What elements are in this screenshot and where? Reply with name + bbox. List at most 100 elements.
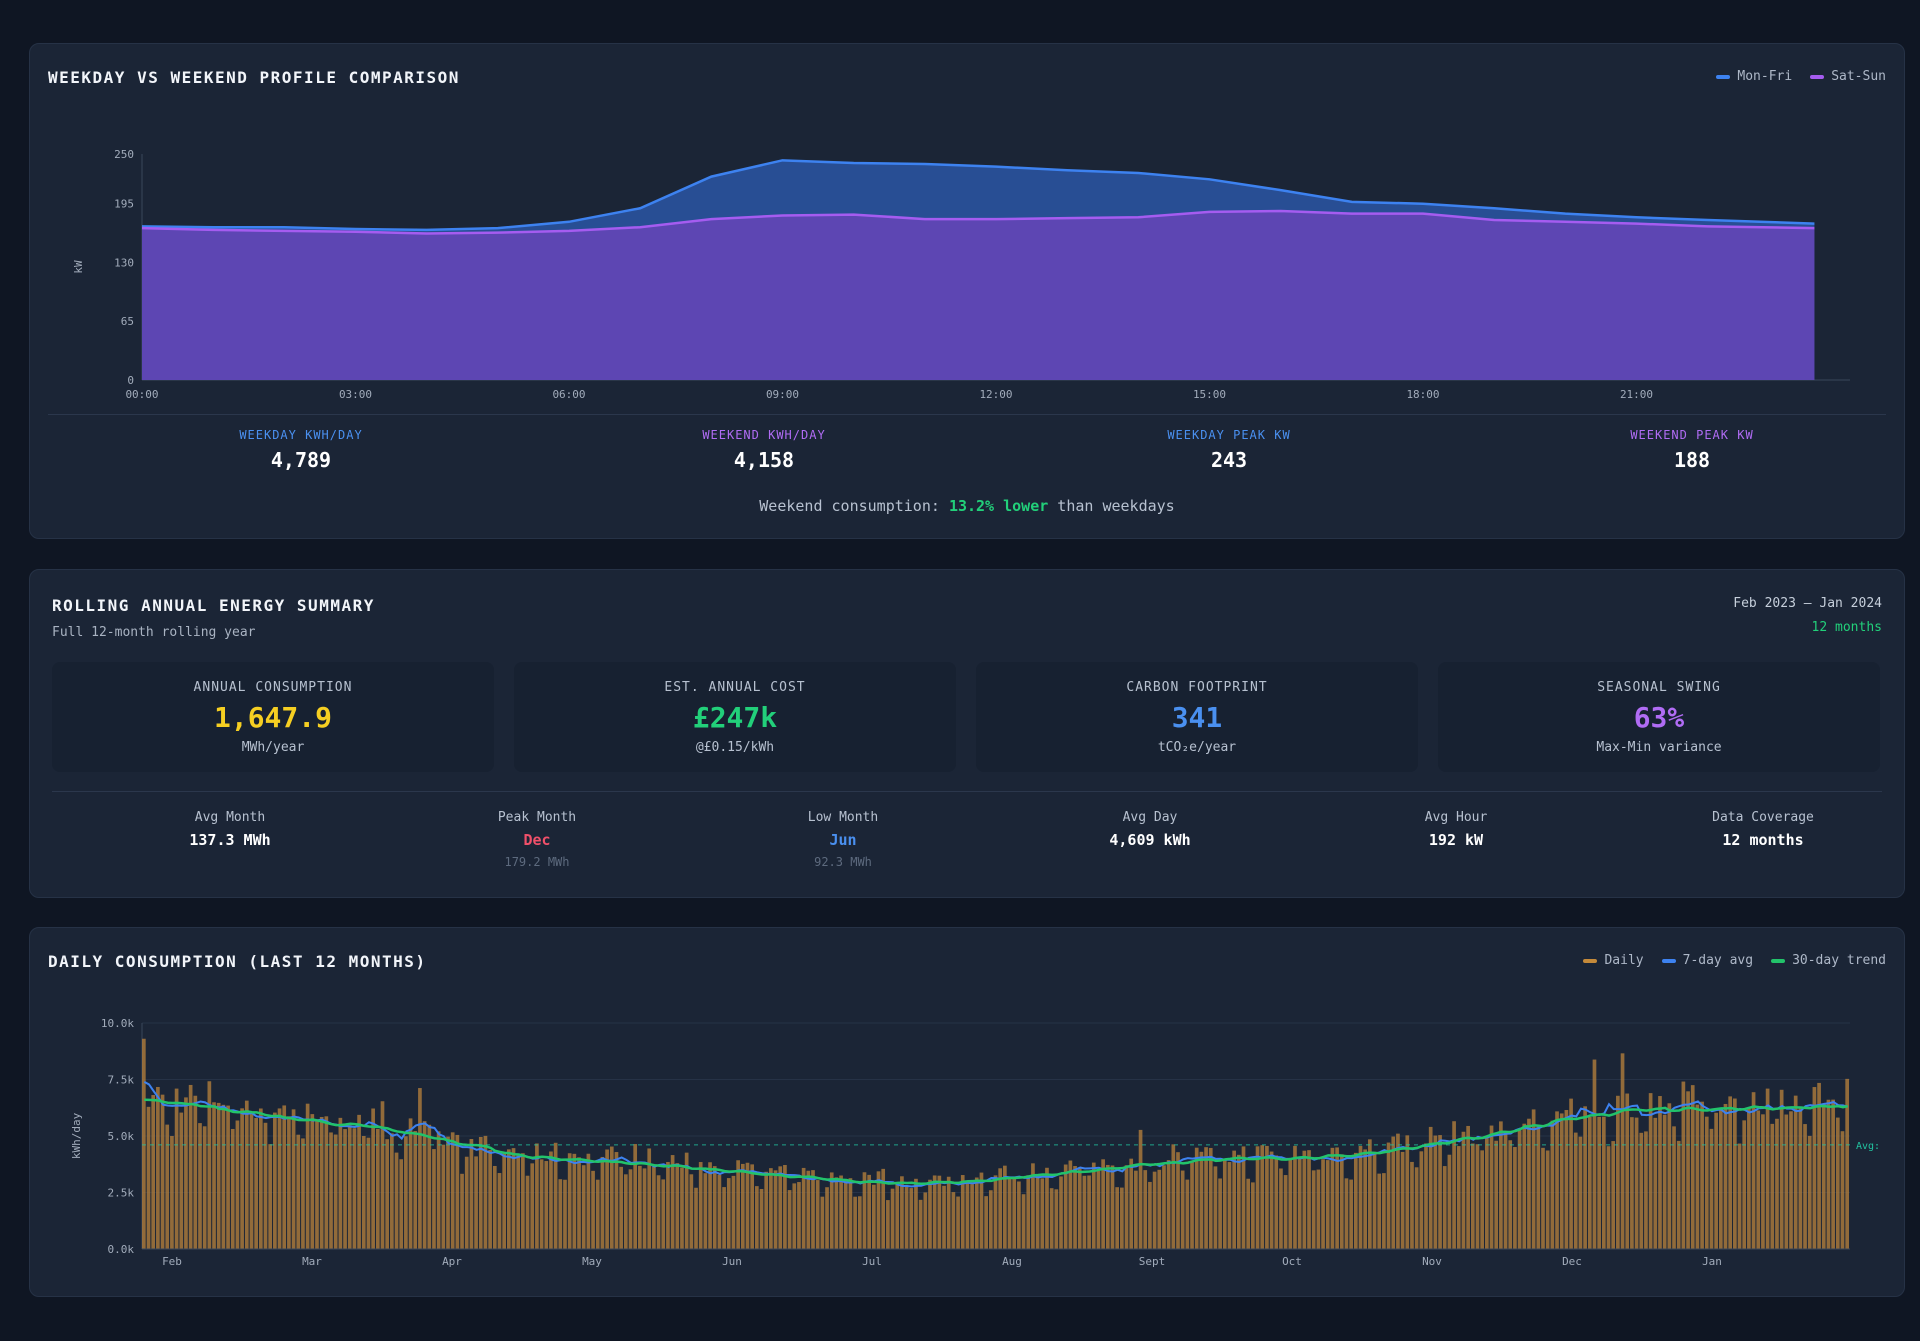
daily-bar (895, 1184, 900, 1249)
daily-bar (1756, 1110, 1761, 1249)
daily-bar (1821, 1104, 1826, 1249)
daily-bar (563, 1179, 567, 1249)
legend-item-30day[interactable]: 30-day trend (1771, 953, 1886, 968)
y-tick-label: 0.0k (108, 1243, 135, 1256)
daily-bar (427, 1124, 432, 1249)
daily-bar (661, 1179, 666, 1249)
mini-sub: 179.2 MWh (504, 855, 570, 869)
legend-item-mon-fri[interactable]: Mon-Fri (1716, 69, 1792, 84)
daily-bar (1129, 1158, 1134, 1249)
daily-bar (1527, 1118, 1531, 1249)
y-axis-label: kWh/day (70, 1112, 83, 1159)
daily-bar (1134, 1170, 1138, 1249)
daily-bar (432, 1149, 436, 1249)
daily-bar (572, 1153, 577, 1249)
mini-label: Data Coverage (1712, 810, 1814, 825)
daily-bar (928, 1179, 932, 1249)
daily-bar (1630, 1117, 1634, 1249)
daily-bar (1700, 1101, 1704, 1249)
daily-bar (1040, 1178, 1045, 1249)
daily-bar (1578, 1136, 1583, 1249)
daily-bar (394, 1152, 399, 1249)
daily-bar (979, 1172, 984, 1249)
month-tick-label: Jun (722, 1255, 742, 1268)
daily-bar (1017, 1181, 1021, 1249)
mini-low-month: Low Month Jun 92.3 MWh (693, 810, 993, 869)
mini-label: Peak Month (497, 810, 577, 825)
daily-bar (1199, 1151, 1204, 1249)
daily-bar (1531, 1109, 1536, 1249)
daily-bar (310, 1114, 315, 1249)
daily-bar (1597, 1116, 1601, 1249)
daily-bar (1218, 1178, 1222, 1249)
daily-bar (1644, 1131, 1648, 1249)
daily-bar (1648, 1093, 1653, 1249)
daily-bar (1817, 1082, 1821, 1249)
daily-bar (1031, 1163, 1035, 1249)
daily-bar (1157, 1169, 1162, 1249)
daily-bar (1779, 1089, 1784, 1249)
daily-bar (628, 1169, 633, 1249)
daily-bar (1765, 1088, 1770, 1249)
daily-bar (740, 1163, 745, 1249)
daily-bar (521, 1153, 525, 1249)
kpi-label: ANNUAL CONSUMPTION (193, 680, 353, 695)
daily-bar (867, 1174, 871, 1249)
daily-bar (890, 1188, 895, 1249)
y-tick-label: 0 (127, 374, 134, 387)
kpi-carbon-footprint: CARBON FOOTPRINT 341 tCO₂e/year (976, 662, 1418, 772)
daily-bar (1302, 1150, 1307, 1249)
daily-bar (535, 1143, 539, 1249)
legend-item-7day[interactable]: 7-day avg (1661, 953, 1753, 968)
daily-bar (1447, 1154, 1452, 1249)
daily-bar (942, 1185, 946, 1249)
daily-bar (1152, 1171, 1157, 1249)
weekend-comparison-note: Weekend consumption: 13.2% lower than we… (30, 497, 1904, 515)
daily-bar (1274, 1155, 1279, 1249)
profile-panel: WEEKDAY VS WEEKEND PROFILE COMPARISON Mo… (29, 43, 1905, 539)
mini-sub: 92.3 MWh (814, 855, 872, 869)
daily-bar (656, 1175, 661, 1249)
daily-bar (1686, 1091, 1690, 1249)
daily-bar (1424, 1143, 1428, 1249)
stat-weekend-peak: WEEKEND PEAK KW 188 (1542, 428, 1842, 472)
daily-bar (1761, 1114, 1765, 1249)
daily-bar (1316, 1169, 1321, 1249)
kpi-value: £247k (692, 701, 778, 734)
daily-bar (1485, 1136, 1489, 1249)
profile-chart: 0 65 130 195 250 00:00 03:00 06:00 09:00 12:00 15:… (72, 148, 1850, 401)
y-tick-label: 10.0k (101, 1017, 134, 1030)
daily-bar (937, 1175, 942, 1249)
daily-bar (717, 1174, 722, 1249)
kpi-value: 341 (1171, 701, 1223, 734)
daily-bar (1391, 1136, 1396, 1249)
daily-bar (614, 1152, 619, 1249)
legend-item-sat-sun[interactable]: Sat-Sun (1810, 69, 1886, 84)
daily-panel: DAILY CONSUMPTION (LAST 12 MONTHS) Daily… (29, 927, 1905, 1297)
daily-bar (305, 1103, 310, 1249)
daily-bar (1330, 1147, 1335, 1249)
daily-bar (1279, 1168, 1283, 1249)
daily-bar (324, 1116, 329, 1249)
daily-bar (586, 1153, 591, 1249)
kpi-value: 63% (1633, 701, 1685, 734)
month-tick-label: Jan (1702, 1255, 1722, 1268)
x-tick-label: 12:00 (979, 388, 1012, 401)
daily-bar (1321, 1159, 1325, 1249)
daily-bar (1382, 1173, 1386, 1249)
daily-bar (984, 1196, 988, 1249)
daily-bar (1311, 1170, 1316, 1249)
daily-bar (160, 1094, 165, 1249)
daily-bar (1550, 1120, 1555, 1249)
mini-data-coverage: Data Coverage 12 months (1613, 810, 1913, 849)
daily-bar (946, 1176, 951, 1249)
daily-bar (684, 1152, 689, 1249)
daily-bar (193, 1095, 198, 1249)
daily-bar (212, 1102, 216, 1249)
daily-bar (605, 1149, 609, 1249)
daily-bar (1190, 1161, 1194, 1249)
daily-bar (1087, 1175, 1091, 1249)
daily-bar (1297, 1157, 1302, 1249)
legend-item-daily[interactable]: Daily (1583, 953, 1644, 968)
daily-bar (1335, 1147, 1339, 1249)
